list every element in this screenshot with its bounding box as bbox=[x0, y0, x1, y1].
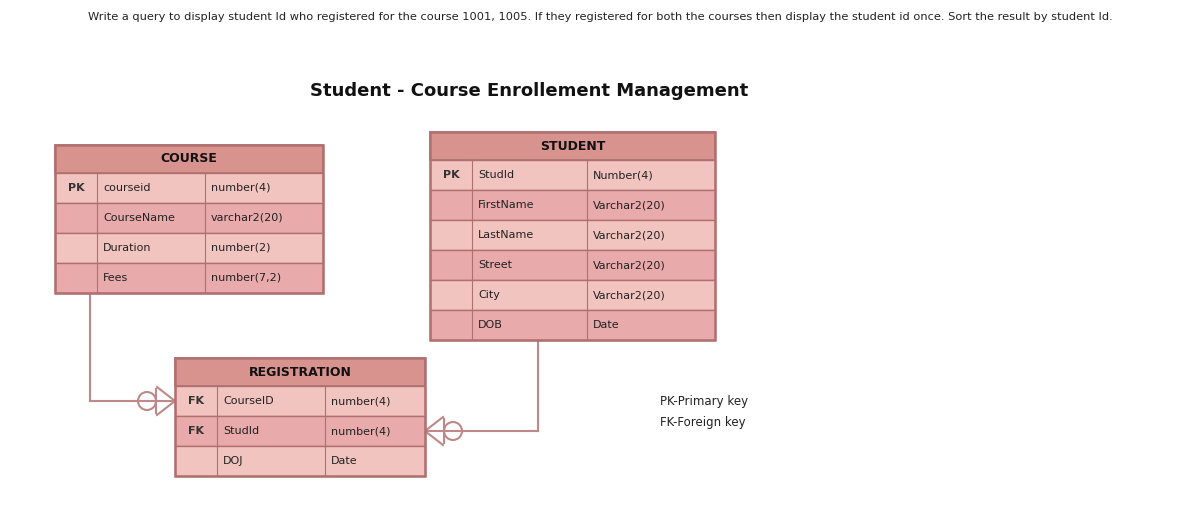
Bar bbox=[55, 173, 323, 203]
Text: PK-Primary key
FK-Foreign key: PK-Primary key FK-Foreign key bbox=[660, 395, 748, 429]
Text: Fees: Fees bbox=[103, 273, 128, 283]
Bar bbox=[55, 203, 323, 233]
Text: FK: FK bbox=[188, 426, 204, 436]
Text: Student - Course Enrollement Management: Student - Course Enrollement Management bbox=[310, 82, 749, 100]
Text: CourseName: CourseName bbox=[103, 213, 175, 223]
Text: StudId: StudId bbox=[223, 426, 259, 436]
Bar bbox=[430, 220, 715, 250]
Text: number(4): number(4) bbox=[331, 426, 390, 436]
Text: courseid: courseid bbox=[103, 183, 150, 193]
Text: LastName: LastName bbox=[478, 230, 534, 240]
Text: Date: Date bbox=[593, 320, 619, 330]
Text: City: City bbox=[478, 290, 500, 300]
Bar bbox=[55, 233, 323, 263]
Bar bbox=[430, 250, 715, 280]
Bar bbox=[175, 446, 425, 476]
Text: Number(4): Number(4) bbox=[593, 170, 654, 180]
Text: Duration: Duration bbox=[103, 243, 151, 253]
Text: Varchar2(20): Varchar2(20) bbox=[593, 230, 666, 240]
Text: Varchar2(20): Varchar2(20) bbox=[593, 260, 666, 270]
Bar bbox=[55, 263, 323, 293]
Text: FirstName: FirstName bbox=[478, 200, 534, 210]
Text: COURSE: COURSE bbox=[161, 153, 217, 165]
Text: Varchar2(20): Varchar2(20) bbox=[593, 200, 666, 210]
Text: number(7,2): number(7,2) bbox=[211, 273, 281, 283]
Bar bbox=[175, 358, 425, 386]
Bar bbox=[430, 280, 715, 310]
Bar bbox=[55, 145, 323, 293]
Text: number(4): number(4) bbox=[211, 183, 270, 193]
Text: PK: PK bbox=[67, 183, 84, 193]
Text: CourseID: CourseID bbox=[223, 396, 274, 406]
Text: FK: FK bbox=[188, 396, 204, 406]
Text: REGISTRATION: REGISTRATION bbox=[248, 365, 352, 379]
Bar bbox=[430, 132, 715, 340]
Bar bbox=[175, 358, 425, 476]
Bar bbox=[430, 310, 715, 340]
Bar bbox=[430, 190, 715, 220]
Text: DOB: DOB bbox=[478, 320, 503, 330]
Text: Street: Street bbox=[478, 260, 512, 270]
Text: Write a query to display student Id who registered for the course 1001, 1005. If: Write a query to display student Id who … bbox=[88, 12, 1112, 22]
Text: varchar2(20): varchar2(20) bbox=[211, 213, 283, 223]
Text: DOJ: DOJ bbox=[223, 456, 244, 466]
Text: PK: PK bbox=[443, 170, 460, 180]
Bar bbox=[175, 416, 425, 446]
Text: Date: Date bbox=[331, 456, 358, 466]
Bar bbox=[55, 145, 323, 173]
Text: Varchar2(20): Varchar2(20) bbox=[593, 290, 666, 300]
Text: STUDENT: STUDENT bbox=[540, 139, 605, 153]
Text: number(2): number(2) bbox=[211, 243, 270, 253]
Text: number(4): number(4) bbox=[331, 396, 390, 406]
Bar bbox=[430, 132, 715, 160]
Bar bbox=[175, 386, 425, 416]
Text: StudId: StudId bbox=[478, 170, 514, 180]
Bar bbox=[430, 160, 715, 190]
